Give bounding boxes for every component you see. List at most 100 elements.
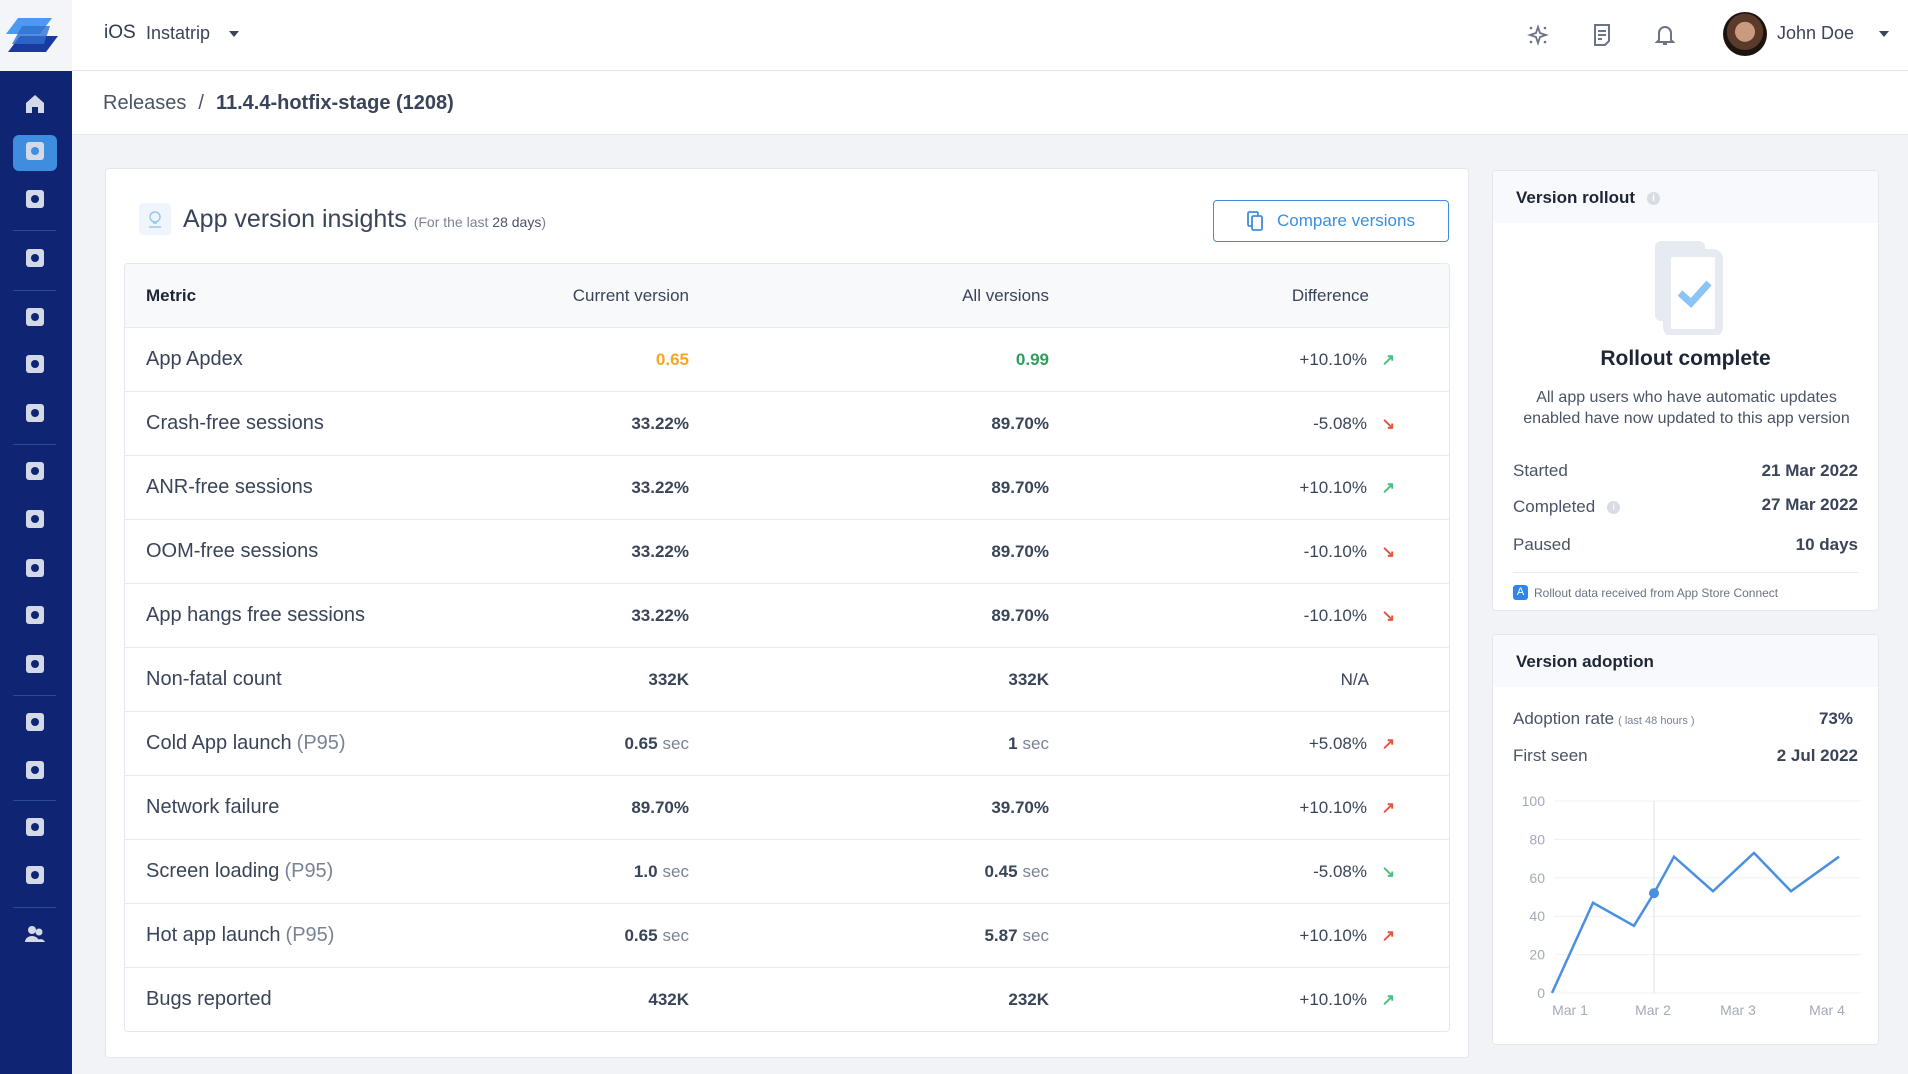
all-versions-value: 39.70% (991, 776, 1049, 839)
logo[interactable] (0, 0, 72, 71)
y-tick-label: 60 (1529, 870, 1545, 886)
metric-name: OOM-free sessions (146, 520, 318, 583)
y-tick-label: 40 (1529, 908, 1545, 924)
all-versions-value: 332K (1008, 648, 1049, 711)
series-line (1550, 851, 1840, 994)
metric-label: OOM-free sessions (146, 540, 319, 562)
logo-icon (6, 18, 58, 52)
metric-name: Non-fatal count (146, 648, 282, 711)
info-icon[interactable]: i (1647, 192, 1661, 206)
sidebar-item-oom[interactable] (13, 397, 57, 433)
table-row: App Apdex 0.65 0.99 +10.10% ↗ (125, 327, 1449, 391)
app-selector[interactable]: Instatrip (146, 23, 211, 43)
column-header-current-version[interactable]: Current version (572, 285, 689, 305)
all-versions-value: 89.70% (991, 392, 1049, 455)
breadcrumb-releases-link[interactable]: Releases (103, 92, 187, 114)
current-value: 0.65 (624, 925, 658, 945)
lightbulb-icon (139, 203, 171, 235)
current-value: 1.0 (633, 861, 658, 881)
current-value: 0.65 (655, 349, 689, 369)
current-version-value: 0.65 (656, 328, 689, 391)
sidebar-item-versions[interactable] (13, 183, 57, 219)
screen-loading-icon (24, 508, 46, 535)
difference-value: +5.08% (1308, 733, 1367, 753)
sidebar-item-network[interactable] (13, 599, 57, 635)
metric-name: App Apdex (146, 328, 243, 391)
current-version-value: 33.22% (631, 584, 689, 647)
first-seen-row: First seen 2 Jul 2022 (1513, 746, 1858, 766)
table-row: Screen loading (P95) 1.0 sec 0.45 sec -5.08% ↘ (125, 839, 1449, 903)
avatar[interactable] (1723, 12, 1767, 56)
all-value: 5.87 (984, 925, 1018, 945)
sidebar-item-ui-hang[interactable] (13, 552, 57, 588)
sidebar-item-alerts[interactable] (13, 706, 57, 742)
all-value: 39.70% (991, 797, 1049, 817)
first-seen-value: 2 Jul 2022 (1776, 746, 1858, 765)
document-icon[interactable] (1589, 22, 1615, 48)
metric-suffix: (P95) (285, 924, 335, 946)
difference-value: +10.10% (1299, 989, 1367, 1009)
sidebar-item-crash[interactable] (13, 301, 57, 337)
table-row: Bugs reported 432K 232K +10.10% ↗ (125, 967, 1449, 1031)
sidebar-item-apm[interactable] (13, 455, 57, 491)
card-header: Version adoption (1493, 635, 1878, 687)
metrics-table: Metric Current version All versions Diff… (124, 263, 1450, 1032)
top-bar: iOS Instatrip John Doe (0, 0, 1908, 71)
chevron-down-icon[interactable] (1879, 31, 1889, 37)
metric-name: Cold App launch (P95) (146, 712, 346, 775)
app-hang-icon (24, 353, 46, 380)
bell-icon[interactable] (1652, 22, 1678, 48)
table-row: Cold App launch (P95) 0.65 sec 1 sec +5.08% ↗ (125, 711, 1449, 775)
issues-icon (24, 759, 46, 786)
current-version-value: 33.22% (631, 392, 689, 455)
version-rollout-card: Version rollout i Rollout complete All ap… (1492, 170, 1879, 611)
all-unit: sec (1022, 861, 1049, 881)
difference-value: -10.10% (1303, 605, 1367, 625)
chevron-down-icon[interactable] (229, 31, 239, 37)
sidebar-item-feature-requests[interactable] (13, 859, 57, 895)
version-adoption-card: Version adoption Adoption rate( last 48 … (1492, 634, 1879, 1045)
sidebar-item-bug[interactable] (13, 242, 57, 278)
adoption-chart[interactable]: 0 20 40 60 80 100 Mar 1 Mar 2 Mar 3 Mar 4 (1493, 783, 1879, 1033)
all-unit: sec (1022, 733, 1049, 753)
sidebar-item-team[interactable] (13, 918, 57, 954)
y-tick-label: 100 (1522, 793, 1546, 809)
sidebar-item-reviews[interactable] (13, 811, 57, 847)
all-unit: sec (1022, 925, 1049, 945)
sidebar-item-issues[interactable] (13, 754, 57, 790)
rollout-footer-text: Rollout data received from App Store Con… (1534, 585, 1779, 600)
breadcrumb-current: 11.4.4-hotfix-stage (1208) (215, 92, 454, 114)
compare-versions-button[interactable]: Compare versions (1213, 200, 1449, 242)
column-header-metric[interactable]: Metric (146, 285, 197, 305)
sidebar-item-screen-loading[interactable] (13, 503, 57, 539)
trend-down-icon: ↘ (1381, 543, 1395, 561)
page-title: App version insights (For the last 28 da… (183, 205, 546, 234)
title-text: App version insights (183, 205, 407, 233)
column-header-difference[interactable]: Difference (1291, 285, 1369, 305)
started-row: Started 21 Mar 2022 (1513, 461, 1858, 481)
sidebar-item-app-hang[interactable] (13, 348, 57, 384)
feature-requests-icon (24, 864, 46, 891)
subtitle-days: 28 days (492, 214, 542, 230)
network-icon (24, 604, 46, 631)
rollout-status: Rollout complete (1600, 347, 1771, 370)
rollout-footer: A Rollout data received from App Store Co… (1513, 585, 1778, 600)
trend-up-icon: ↗ (1381, 927, 1395, 945)
card-title: Version rollout (1516, 188, 1636, 207)
sidebar-item-flows[interactable] (13, 648, 57, 684)
column-header-all-versions[interactable]: All versions (962, 285, 1049, 305)
sparkle-icon[interactable] (1525, 22, 1551, 48)
difference-value: +10.10% (1299, 797, 1367, 817)
sidebar-item-home[interactable] (13, 88, 57, 124)
metric-name: Network failure (146, 776, 279, 839)
user-name[interactable]: John Doe (1777, 23, 1855, 43)
x-tick-label: Mar 3 (1720, 1002, 1756, 1018)
data-point (1649, 888, 1659, 899)
metric-label: Network failure (146, 796, 280, 818)
sidebar-item-releases[interactable] (13, 135, 57, 171)
app-version-insights-card: App version insights (For the last 28 da… (105, 168, 1469, 1058)
trend-up-icon: ↗ (1381, 735, 1395, 753)
difference-value: +10.10% (1299, 349, 1367, 369)
info-icon[interactable]: i (1607, 501, 1621, 515)
team-icon (24, 923, 46, 950)
